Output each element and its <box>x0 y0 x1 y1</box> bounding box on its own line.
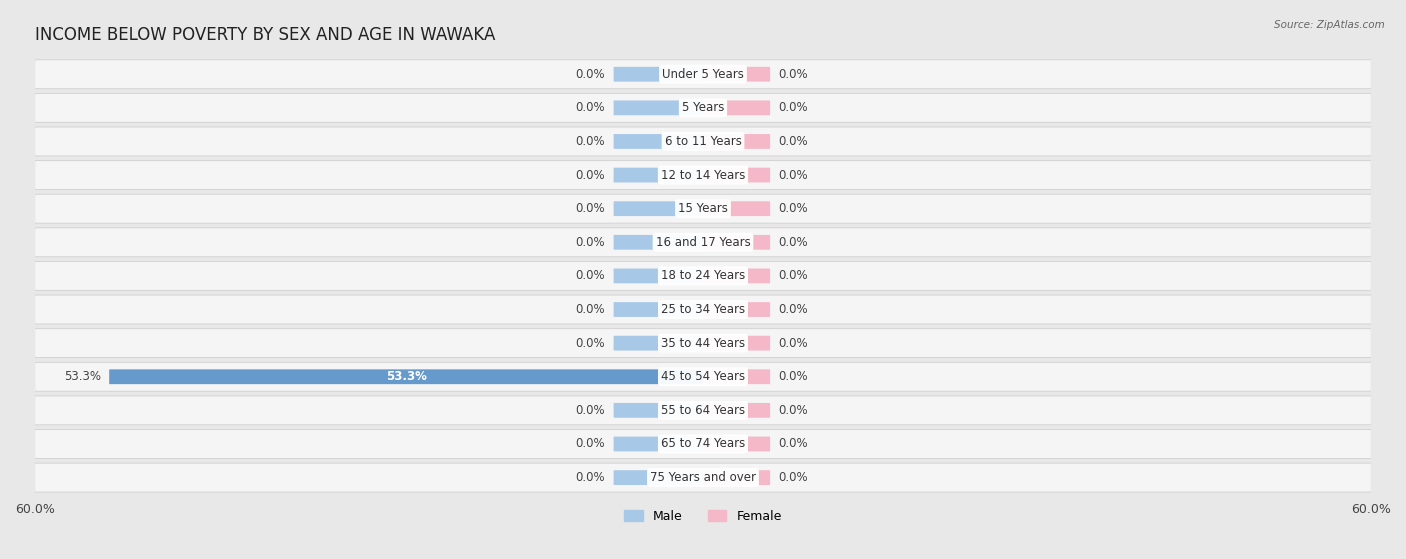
Text: 5 Years: 5 Years <box>682 101 724 115</box>
FancyBboxPatch shape <box>35 228 1371 257</box>
Text: 0.0%: 0.0% <box>779 68 808 80</box>
FancyBboxPatch shape <box>703 302 770 317</box>
Text: 0.0%: 0.0% <box>779 169 808 182</box>
Text: 16 and 17 Years: 16 and 17 Years <box>655 236 751 249</box>
FancyBboxPatch shape <box>35 160 1371 190</box>
FancyBboxPatch shape <box>35 194 1371 223</box>
Text: 25 to 34 Years: 25 to 34 Years <box>661 303 745 316</box>
FancyBboxPatch shape <box>703 369 770 384</box>
FancyBboxPatch shape <box>35 262 1371 290</box>
Text: 0.0%: 0.0% <box>779 404 808 417</box>
Text: 0.0%: 0.0% <box>575 438 605 451</box>
FancyBboxPatch shape <box>35 127 1371 156</box>
FancyBboxPatch shape <box>703 235 770 250</box>
Text: 53.3%: 53.3% <box>63 370 101 383</box>
FancyBboxPatch shape <box>613 470 703 485</box>
Text: 0.0%: 0.0% <box>779 135 808 148</box>
FancyBboxPatch shape <box>35 429 1371 458</box>
Text: 0.0%: 0.0% <box>575 269 605 282</box>
Text: 0.0%: 0.0% <box>779 202 808 215</box>
Text: INCOME BELOW POVERTY BY SEX AND AGE IN WAWAKA: INCOME BELOW POVERTY BY SEX AND AGE IN W… <box>35 26 495 44</box>
FancyBboxPatch shape <box>703 168 770 182</box>
Text: 0.0%: 0.0% <box>779 438 808 451</box>
FancyBboxPatch shape <box>613 336 703 350</box>
Text: 15 Years: 15 Years <box>678 202 728 215</box>
FancyBboxPatch shape <box>35 329 1371 358</box>
Text: 0.0%: 0.0% <box>779 236 808 249</box>
Text: 55 to 64 Years: 55 to 64 Years <box>661 404 745 417</box>
FancyBboxPatch shape <box>613 235 703 250</box>
Text: 0.0%: 0.0% <box>779 269 808 282</box>
Text: 53.3%: 53.3% <box>385 370 426 383</box>
Text: Source: ZipAtlas.com: Source: ZipAtlas.com <box>1274 20 1385 30</box>
Text: 0.0%: 0.0% <box>575 236 605 249</box>
Text: 0.0%: 0.0% <box>575 202 605 215</box>
Text: 0.0%: 0.0% <box>779 370 808 383</box>
FancyBboxPatch shape <box>703 268 770 283</box>
FancyBboxPatch shape <box>703 437 770 451</box>
FancyBboxPatch shape <box>35 60 1371 89</box>
Text: 75 Years and over: 75 Years and over <box>650 471 756 484</box>
Text: 12 to 14 Years: 12 to 14 Years <box>661 169 745 182</box>
FancyBboxPatch shape <box>613 302 703 317</box>
Text: 0.0%: 0.0% <box>575 101 605 115</box>
FancyBboxPatch shape <box>35 93 1371 122</box>
Text: 0.0%: 0.0% <box>575 68 605 80</box>
FancyBboxPatch shape <box>703 134 770 149</box>
Text: 0.0%: 0.0% <box>575 135 605 148</box>
Text: 18 to 24 Years: 18 to 24 Years <box>661 269 745 282</box>
FancyBboxPatch shape <box>613 201 703 216</box>
Text: 45 to 54 Years: 45 to 54 Years <box>661 370 745 383</box>
Text: 0.0%: 0.0% <box>779 337 808 349</box>
FancyBboxPatch shape <box>613 134 703 149</box>
Text: 0.0%: 0.0% <box>575 169 605 182</box>
Text: Under 5 Years: Under 5 Years <box>662 68 744 80</box>
FancyBboxPatch shape <box>110 369 703 384</box>
FancyBboxPatch shape <box>703 201 770 216</box>
FancyBboxPatch shape <box>613 101 703 115</box>
FancyBboxPatch shape <box>613 268 703 283</box>
Text: 0.0%: 0.0% <box>575 303 605 316</box>
Text: 0.0%: 0.0% <box>779 471 808 484</box>
Text: 0.0%: 0.0% <box>575 337 605 349</box>
Text: 0.0%: 0.0% <box>779 101 808 115</box>
FancyBboxPatch shape <box>703 101 770 115</box>
FancyBboxPatch shape <box>703 67 770 82</box>
FancyBboxPatch shape <box>35 463 1371 492</box>
Text: 0.0%: 0.0% <box>779 303 808 316</box>
FancyBboxPatch shape <box>35 295 1371 324</box>
Legend: Male, Female: Male, Female <box>624 510 782 523</box>
FancyBboxPatch shape <box>35 396 1371 425</box>
FancyBboxPatch shape <box>703 336 770 350</box>
FancyBboxPatch shape <box>703 470 770 485</box>
Text: 65 to 74 Years: 65 to 74 Years <box>661 438 745 451</box>
FancyBboxPatch shape <box>613 437 703 451</box>
FancyBboxPatch shape <box>613 67 703 82</box>
Text: 0.0%: 0.0% <box>575 404 605 417</box>
Text: 0.0%: 0.0% <box>575 471 605 484</box>
Text: 6 to 11 Years: 6 to 11 Years <box>665 135 741 148</box>
FancyBboxPatch shape <box>35 362 1371 391</box>
Text: 35 to 44 Years: 35 to 44 Years <box>661 337 745 349</box>
FancyBboxPatch shape <box>613 168 703 182</box>
FancyBboxPatch shape <box>613 403 703 418</box>
FancyBboxPatch shape <box>703 403 770 418</box>
